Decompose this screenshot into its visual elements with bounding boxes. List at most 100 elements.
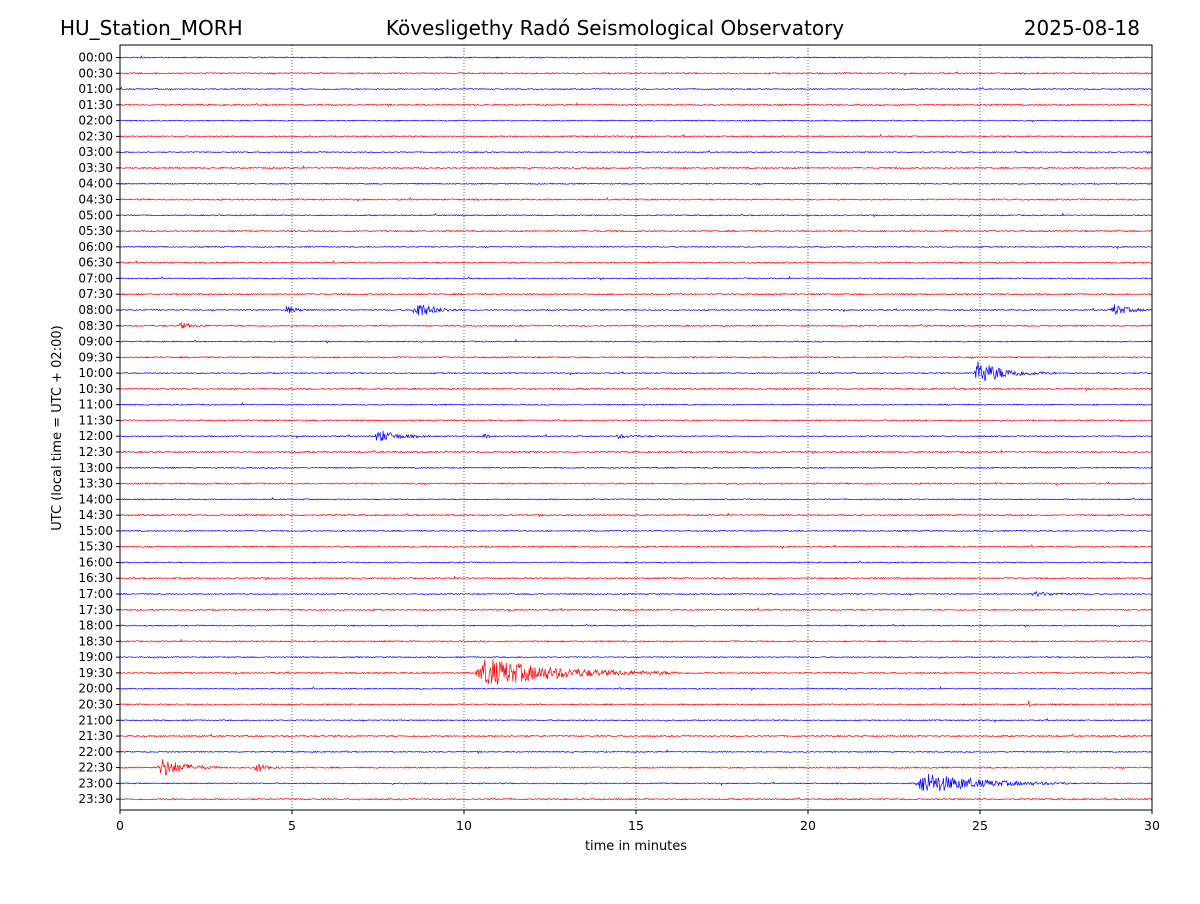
seismic-trace-1500: [119, 529, 1153, 533]
y-tick-label: 18:00: [78, 619, 113, 633]
x-tick-label: 10: [456, 818, 472, 833]
seismic-trace-1000: [119, 361, 1153, 381]
seismic-trace-1830: [119, 638, 1153, 643]
y-tick-label: 14:30: [78, 508, 113, 522]
y-tick-label: 16:00: [78, 555, 113, 569]
y-tick-label: 05:00: [78, 208, 113, 222]
seismic-trace-0800: [119, 304, 1153, 316]
seismic-trace-2200: [119, 749, 1153, 755]
vertical-gridlines: [291, 45, 981, 810]
seismic-trace-0730: [119, 292, 1153, 296]
y-tick-label: 15:00: [78, 524, 113, 538]
x-tick-label: 15: [628, 818, 644, 833]
y-axis-label: UTC (local time = UTC + 02:00): [50, 325, 65, 530]
y-tick-label: 07:30: [78, 287, 113, 301]
seismic-trace-2300: [119, 773, 1153, 792]
y-tick-label: 08:30: [78, 319, 113, 333]
seismic-trace-0600: [119, 245, 1153, 250]
seismic-trace-0700: [119, 275, 1153, 281]
y-tick-label: 16:30: [78, 571, 113, 585]
y-tick-label: 11:00: [78, 398, 113, 412]
seismic-trace-2100: [119, 718, 1153, 723]
y-tick-label: 04:00: [78, 177, 113, 191]
x-tick-label: 5: [288, 818, 296, 833]
plot-frame: [119, 44, 1153, 811]
y-tick-label: 06:30: [78, 256, 113, 270]
y-tick-label: 02:30: [78, 129, 113, 143]
y-tick-label: 07:00: [78, 271, 113, 285]
y-tick-label: 15:30: [78, 540, 113, 554]
seismic-trace-1400: [119, 496, 1153, 501]
y-tick-label: 20:00: [78, 682, 113, 696]
seismic-trace-0130: [119, 101, 1153, 108]
y-tick-label: 09:30: [78, 350, 113, 364]
y-tick-label: 18:30: [78, 634, 113, 648]
seismic-trace-0000: [119, 55, 1153, 59]
y-tick-label: 19:30: [78, 666, 113, 680]
seismic-trace-0300: [119, 150, 1153, 155]
seismic-trace-2000: [119, 686, 1153, 691]
seismic-trace-1030: [119, 386, 1153, 392]
y-tick-label: 23:30: [78, 792, 113, 806]
seismic-trace-0030: [119, 70, 1153, 77]
y-tick-label: 13:30: [78, 477, 113, 491]
y-tick-label: 17:00: [78, 587, 113, 601]
station-name: HU_Station_MORH: [60, 16, 243, 40]
seismic-trace-1230: [119, 449, 1153, 455]
y-tick-label: 14:00: [78, 492, 113, 506]
seismic-trace-0430: [119, 196, 1153, 203]
seismic-trace-0830: [119, 321, 1153, 329]
x-tick-label: 0: [116, 818, 124, 833]
y-tick-label: 11:30: [78, 413, 113, 427]
y-tick-label: 10:00: [78, 366, 113, 380]
y-tick-label: 23:00: [78, 776, 113, 790]
y-tick-label: 12:00: [78, 429, 113, 443]
y-tick-label: 01:30: [78, 98, 113, 112]
y-tick-label: 03:30: [78, 161, 113, 175]
y-tick-label: 22:30: [78, 761, 113, 775]
seismic-trace-1800: [119, 623, 1153, 628]
y-tick-label: 19:00: [78, 650, 113, 664]
seismic-trace-1930: [119, 659, 1153, 685]
seismic-trace-1900: [119, 655, 1153, 659]
y-tick-label: 06:00: [78, 240, 113, 254]
observatory-title: Kövesligethy Radó Seismological Observat…: [386, 16, 844, 40]
x-axis-ticks: 0 5 10 15 20 25 30: [116, 810, 1160, 833]
seismic-trace-0400: [119, 182, 1153, 186]
y-tick-label: 10:30: [78, 382, 113, 396]
y-tick-label: 03:00: [78, 145, 113, 159]
y-tick-label: 17:30: [78, 603, 113, 617]
y-tick-label: 13:00: [78, 461, 113, 475]
seismic-trace-0500: [119, 212, 1153, 218]
y-tick-label: 08:00: [78, 303, 113, 317]
seismic-trace-0330: [119, 165, 1153, 170]
y-tick-label: 20:30: [78, 697, 113, 711]
y-tick-label: 21:00: [78, 713, 113, 727]
seismic-traces: [119, 55, 1153, 801]
seismic-trace-2330: [119, 796, 1153, 801]
seismic-trace-1130: [119, 418, 1153, 423]
seismic-trace-0200: [119, 119, 1153, 123]
y-tick-label: 12:30: [78, 445, 113, 459]
x-tick-label: 30: [1144, 818, 1160, 833]
seismic-trace-1430: [119, 512, 1153, 518]
seismic-trace-1100: [119, 402, 1153, 407]
seismic-trace-1200: [119, 430, 1153, 442]
seismic-trace-1530: [119, 544, 1153, 550]
y-tick-label: 01:00: [78, 82, 113, 96]
record-date: 2025-08-18: [1024, 16, 1140, 40]
seismic-trace-2130: [119, 733, 1153, 738]
x-tick-label: 20: [800, 818, 816, 833]
seismic-trace-0530: [119, 229, 1153, 233]
seismic-trace-1330: [119, 481, 1153, 487]
seismic-trace-1300: [119, 466, 1153, 469]
y-tick-label: 09:00: [78, 335, 113, 349]
y-tick-label: 00:00: [78, 51, 113, 65]
seismic-trace-0930: [119, 355, 1153, 360]
y-tick-label: 05:30: [78, 224, 113, 238]
y-tick-label: 22:00: [78, 745, 113, 759]
x-axis-label: time in minutes: [585, 839, 687, 854]
